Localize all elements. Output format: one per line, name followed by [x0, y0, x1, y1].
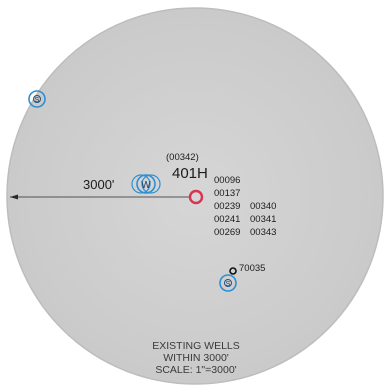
well-id: 00340: [250, 201, 277, 212]
subject-well-permit: (00342): [166, 152, 199, 163]
legend-line-3: SCALE: 1"=3000': [155, 364, 237, 376]
legend-line-1: EXISTING WELLS: [152, 340, 240, 352]
subject-well-icon: [188, 189, 204, 205]
well-id: 00137: [214, 188, 241, 199]
well-id: 00269: [214, 227, 241, 238]
well-id: 00241: [214, 214, 241, 225]
offset-well-label: 70035: [239, 263, 266, 274]
subject-well-name: 401H: [172, 165, 208, 182]
legend-block: EXISTING WELLS WITHIN 3000' SCALE: 1"=30…: [116, 340, 276, 376]
legend-line-2: WITHIN 3000': [163, 352, 229, 364]
black-dot-well-icon: [229, 267, 237, 275]
blue-w-well-icon: W: [131, 174, 161, 194]
svg-text:W: W: [141, 180, 151, 191]
well-id: 00096: [214, 175, 241, 186]
well-id: 00239: [214, 201, 241, 212]
svg-text:S: S: [35, 97, 40, 104]
well-id: 00343: [250, 227, 277, 238]
blue-s-well-icon: S: [28, 90, 46, 108]
radius-label: 3000': [83, 177, 115, 192]
well-id: 00341: [250, 214, 277, 225]
search-radius-circle: [6, 7, 384, 385]
radius-arrowhead: [10, 194, 18, 200]
blue-s-well-icon: S: [219, 274, 237, 292]
svg-text:S: S: [226, 281, 231, 288]
